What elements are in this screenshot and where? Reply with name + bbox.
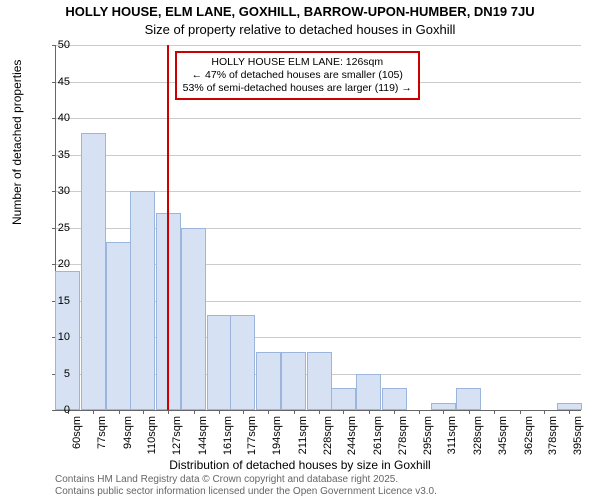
ytick-label: 25 — [40, 222, 70, 234]
xtick-label: 127sqm — [171, 416, 183, 455]
ytick-label: 0 — [40, 404, 70, 416]
info-line-2: ← 47% of detached houses are smaller (10… — [183, 69, 412, 82]
gridline — [56, 155, 581, 156]
histogram-bar — [431, 403, 456, 410]
xtick-label: 211sqm — [297, 416, 309, 454]
xtick-mark — [443, 410, 444, 414]
ytick-label: 40 — [40, 112, 70, 124]
histogram-bar — [207, 315, 232, 410]
reference-info-box: HOLLY HOUSE ELM LANE: 126sqm← 47% of det… — [175, 51, 420, 100]
ytick-label: 5 — [40, 368, 70, 380]
xtick-mark — [294, 410, 295, 414]
xtick-mark — [569, 410, 570, 414]
attribution-line-2: Contains public sector information licen… — [55, 486, 437, 498]
xtick-label: 60sqm — [71, 416, 83, 449]
xtick-label: 144sqm — [197, 416, 209, 455]
histogram-bar — [557, 403, 582, 410]
info-line-1: HOLLY HOUSE ELM LANE: 126sqm — [183, 56, 412, 69]
xtick-label: 94sqm — [122, 416, 134, 449]
xtick-mark — [419, 410, 420, 414]
histogram-bar — [456, 388, 481, 410]
xtick-mark — [494, 410, 495, 414]
histogram-bar — [256, 352, 281, 410]
ytick-label: 20 — [40, 258, 70, 270]
ytick-label: 45 — [40, 76, 70, 88]
xtick-mark — [268, 410, 269, 414]
xtick-mark — [319, 410, 320, 414]
gridline — [56, 45, 581, 46]
histogram-bar — [281, 352, 306, 410]
xtick-label: 328sqm — [472, 416, 484, 455]
attribution-text: Contains HM Land Registry data © Crown c… — [55, 474, 437, 498]
xtick-mark — [394, 410, 395, 414]
xtick-mark — [219, 410, 220, 414]
xtick-label: 345sqm — [497, 416, 509, 455]
histogram-bar — [307, 352, 332, 410]
xtick-label: 244sqm — [346, 416, 358, 455]
xtick-label: 194sqm — [271, 416, 283, 455]
xtick-label: 77sqm — [96, 416, 108, 449]
xtick-mark — [168, 410, 169, 414]
xtick-mark — [343, 410, 344, 414]
plot-area: HOLLY HOUSE ELM LANE: 126sqm← 47% of det… — [55, 45, 581, 411]
histogram-bar — [356, 374, 381, 411]
reference-line — [167, 45, 169, 410]
ytick-label: 50 — [40, 39, 70, 51]
xtick-mark — [143, 410, 144, 414]
histogram-bar — [331, 388, 356, 410]
xtick-label: 161sqm — [222, 416, 234, 455]
xtick-label: 177sqm — [246, 416, 258, 455]
xtick-label: 395sqm — [572, 416, 584, 455]
xtick-label: 295sqm — [422, 416, 434, 455]
xtick-label: 110sqm — [146, 416, 158, 454]
xtick-mark — [544, 410, 545, 414]
histogram-bar — [130, 191, 155, 410]
xtick-mark — [119, 410, 120, 414]
xtick-label: 261sqm — [372, 416, 384, 455]
histogram-bar — [81, 133, 106, 410]
histogram-bar — [106, 242, 131, 410]
xtick-label: 362sqm — [523, 416, 535, 455]
info-line-3: 53% of semi-detached houses are larger (… — [183, 82, 412, 95]
xtick-mark — [243, 410, 244, 414]
xtick-label: 311sqm — [446, 416, 458, 454]
xtick-mark — [194, 410, 195, 414]
y-axis-label: Number of detached properties — [10, 60, 24, 225]
ytick-label: 15 — [40, 295, 70, 307]
x-axis-label: Distribution of detached houses by size … — [0, 458, 600, 472]
chart-title-sub: Size of property relative to detached ho… — [0, 22, 600, 37]
histogram-bar — [382, 388, 407, 410]
xtick-label: 378sqm — [547, 416, 559, 455]
xtick-label: 278sqm — [397, 416, 409, 455]
attribution-line-1: Contains HM Land Registry data © Crown c… — [55, 474, 437, 486]
ytick-label: 30 — [40, 185, 70, 197]
ytick-label: 35 — [40, 149, 70, 161]
xtick-label: 228sqm — [322, 416, 334, 455]
gridline — [56, 118, 581, 119]
histogram-bar — [181, 228, 206, 411]
xtick-mark — [469, 410, 470, 414]
chart-container: HOLLY HOUSE, ELM LANE, GOXHILL, BARROW-U… — [0, 0, 600, 500]
chart-title-main: HOLLY HOUSE, ELM LANE, GOXHILL, BARROW-U… — [0, 4, 600, 19]
ytick-label: 10 — [40, 331, 70, 343]
xtick-mark — [369, 410, 370, 414]
histogram-bar — [230, 315, 255, 410]
xtick-mark — [93, 410, 94, 414]
xtick-mark — [520, 410, 521, 414]
